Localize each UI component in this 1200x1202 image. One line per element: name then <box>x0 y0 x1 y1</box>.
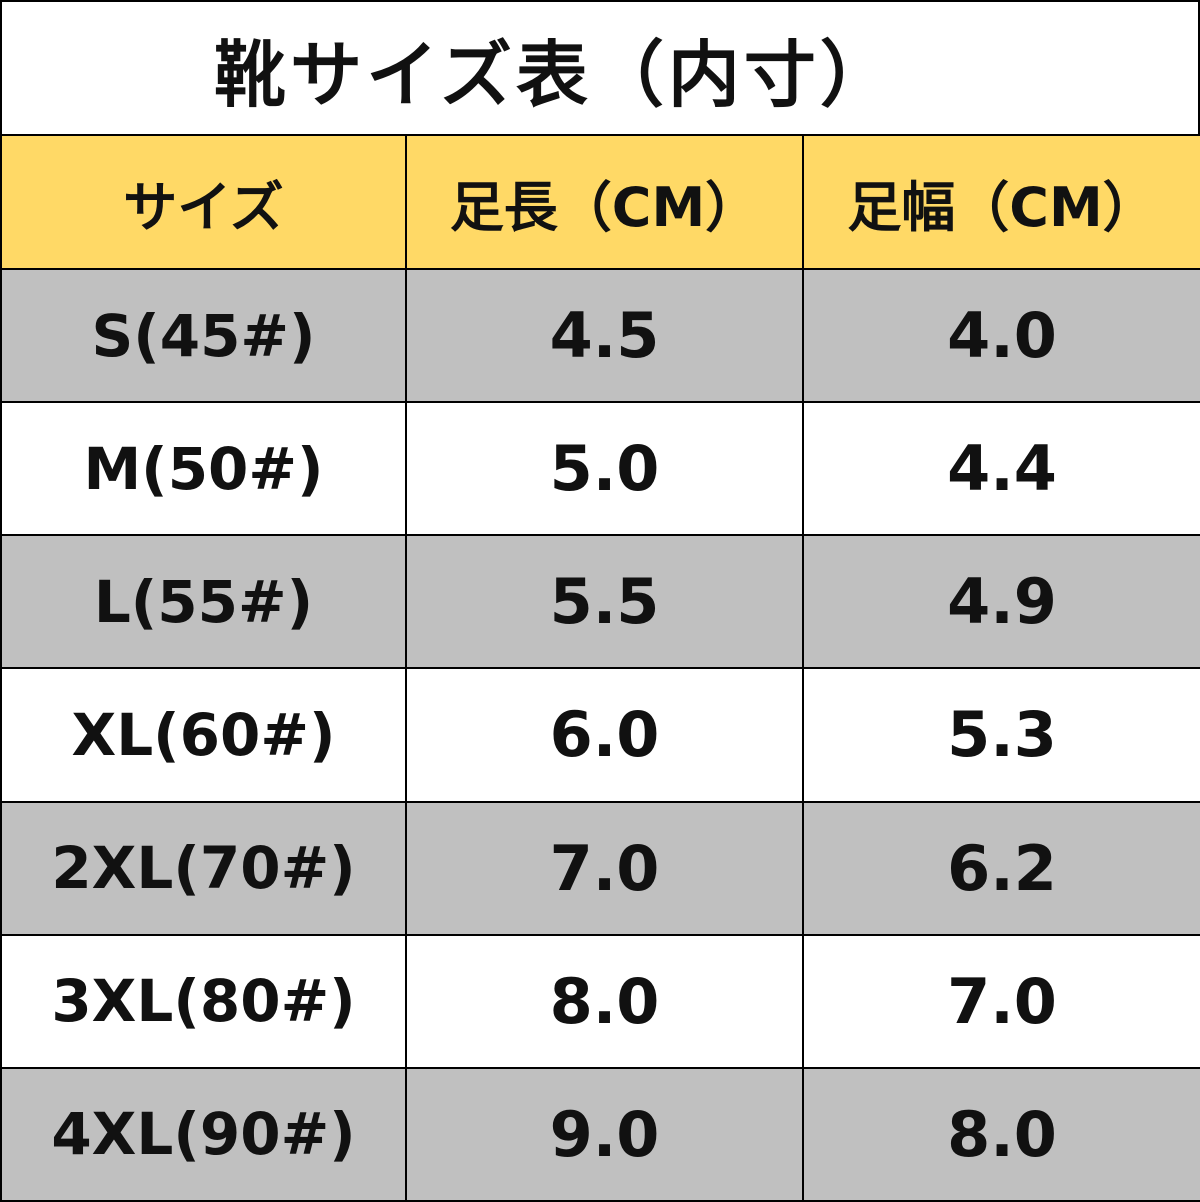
foot-width-cell: 7.0 <box>802 933 1200 1069</box>
foot-length-cell: 5.5 <box>405 534 804 670</box>
foot-width-cell: 4.0 <box>802 267 1200 404</box>
foot-length-cell: 9.0 <box>405 1066 804 1202</box>
header-foot-width: 足幅（CM） <box>802 134 1200 270</box>
size-cell: M(50#) <box>0 401 407 537</box>
table-row: L(55#) 5.5 4.9 <box>0 534 1200 670</box>
table-row: 4XL(90#) 9.0 8.0 <box>0 1066 1200 1202</box>
size-cell: XL(60#) <box>0 667 407 803</box>
header-foot-length: 足長（CM） <box>405 134 804 270</box>
foot-width-cell: 8.0 <box>802 1066 1200 1202</box>
foot-length-cell: 8.0 <box>405 933 804 1069</box>
size-table: サイズ 足長（CM） 足幅（CM） S(45#) 4.5 4.0 M(50#) … <box>0 134 1200 1202</box>
size-cell: 3XL(80#) <box>0 933 407 1069</box>
table-row: S(45#) 4.5 4.0 <box>0 267 1200 404</box>
table-row: 3XL(80#) 8.0 7.0 <box>0 933 1200 1069</box>
size-cell: 4XL(90#) <box>0 1066 407 1202</box>
title-bar: 靴サイズ表（内寸） <box>2 2 1198 134</box>
foot-length-cell: 5.0 <box>405 401 804 537</box>
header-size: サイズ <box>0 134 407 270</box>
size-cell: L(55#) <box>0 534 407 670</box>
table-row: XL(60#) 6.0 5.3 <box>0 667 1200 803</box>
foot-length-cell: 4.5 <box>405 267 804 404</box>
foot-width-cell: 6.2 <box>802 800 1200 936</box>
foot-length-cell: 6.0 <box>405 667 804 803</box>
table-row: M(50#) 5.0 4.4 <box>0 401 1200 537</box>
foot-width-cell: 4.4 <box>802 401 1200 537</box>
header-row: サイズ 足長（CM） 足幅（CM） <box>0 134 1200 270</box>
table-row: 2XL(70#) 7.0 6.2 <box>0 800 1200 936</box>
page-title: 靴サイズ表（内寸） <box>214 32 896 117</box>
size-cell: S(45#) <box>0 267 407 404</box>
foot-width-cell: 5.3 <box>802 667 1200 803</box>
size-cell: 2XL(70#) <box>0 800 407 936</box>
foot-length-cell: 7.0 <box>405 800 804 936</box>
foot-width-cell: 4.9 <box>802 534 1200 670</box>
